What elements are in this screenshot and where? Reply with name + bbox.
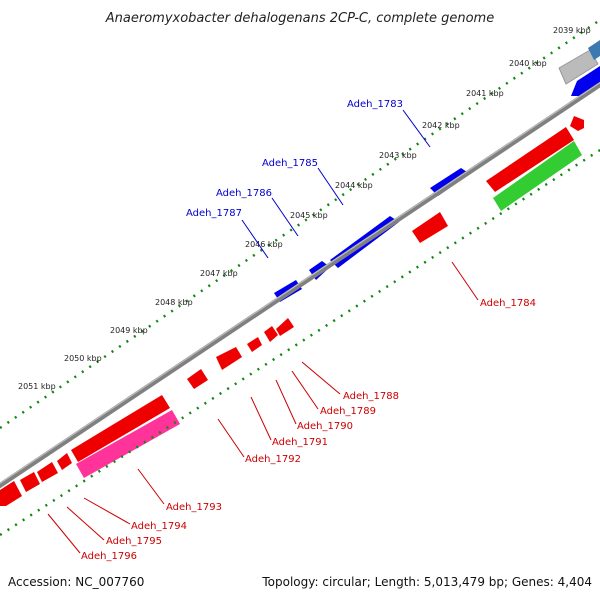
outer-ruler-line xyxy=(0,18,600,430)
gene-arrow[interactable] xyxy=(0,481,22,506)
tick-label: 2044 kbp xyxy=(335,181,373,190)
inner-ruler-line xyxy=(0,148,600,537)
leader-line xyxy=(241,219,269,259)
gene-label[interactable]: Adeh_1791 xyxy=(272,437,328,448)
gene-label[interactable]: Adeh_1793 xyxy=(166,502,222,513)
tick-label: 2051 kbp xyxy=(18,382,56,391)
tick-label: 2045 kbp xyxy=(290,211,328,220)
tick-label: 2040 kbp xyxy=(509,59,547,68)
gene-label[interactable]: Adeh_1790 xyxy=(297,421,353,432)
misc-feature[interactable] xyxy=(76,410,180,478)
outer-ruler: 2039 kbp 2040 kbp 2041 kbp 2042 kbp 2043… xyxy=(0,18,600,430)
tick-label: 2050 kbp xyxy=(64,354,102,363)
tick-label: 2049 kbp xyxy=(110,326,148,335)
gene-label[interactable]: Adeh_1787 xyxy=(186,208,242,219)
tick-label: 2041 kbp xyxy=(466,89,504,98)
leader-line xyxy=(217,418,245,458)
map-title: Anaeromyxobacter dehalogenans 2CP-C, com… xyxy=(105,11,494,26)
genome-backbone xyxy=(0,81,600,489)
gene-label[interactable]: Adeh_1794 xyxy=(131,521,187,532)
gene-label[interactable]: Adeh_1784 xyxy=(480,298,536,309)
leader-line xyxy=(451,261,479,301)
genome-backbone-highlight xyxy=(0,81,600,485)
tick-label: 2048 kbp xyxy=(155,298,193,307)
gene-label[interactable]: Adeh_1792 xyxy=(245,454,301,465)
tick-label: 2043 kbp xyxy=(379,151,417,160)
leader-line xyxy=(275,379,297,425)
gene-arrow[interactable] xyxy=(37,462,58,482)
gene-arrow[interactable] xyxy=(570,116,584,131)
gene-arrow[interactable] xyxy=(216,347,242,370)
gene-arrow[interactable] xyxy=(247,337,262,352)
gray-feature[interactable] xyxy=(558,49,599,85)
gene-label[interactable]: Adeh_1788 xyxy=(343,391,399,402)
leader-line xyxy=(250,396,272,441)
gene-label[interactable]: Adeh_1796 xyxy=(81,551,137,562)
leader-line xyxy=(317,167,344,206)
gene-label[interactable]: Adeh_1786 xyxy=(216,188,272,199)
tick-label: 2042 kbp xyxy=(422,121,460,130)
steel-feature[interactable] xyxy=(588,40,600,60)
gene-arrow[interactable] xyxy=(486,127,574,192)
leader-line xyxy=(291,370,319,410)
label-leaders xyxy=(47,109,479,554)
gene-label[interactable]: Adeh_1785 xyxy=(262,158,318,169)
gene-arrow[interactable] xyxy=(71,395,170,462)
leader-line xyxy=(83,497,131,525)
reverse-strand-genes xyxy=(0,116,584,506)
leader-line xyxy=(271,197,299,237)
tick-label: 2039 kbp xyxy=(553,26,591,35)
tick-label: 2046 kbp xyxy=(245,240,283,249)
topology-summary: Topology: circular; Length: 5,013,479 bp… xyxy=(261,575,592,589)
gene-arrow[interactable] xyxy=(20,472,40,492)
forward-strand-genes xyxy=(274,66,600,302)
gene-arrow[interactable] xyxy=(276,318,294,336)
accession-text: Accession: NC_007760 xyxy=(8,575,144,589)
gene-arrow[interactable] xyxy=(412,212,448,243)
gene-arrow[interactable] xyxy=(57,453,72,470)
gene-arrow[interactable] xyxy=(187,369,208,389)
rrna-feature[interactable] xyxy=(493,141,582,211)
tick-label: 2047 kbp xyxy=(200,269,238,278)
leader-line xyxy=(402,109,431,148)
gene-arrow[interactable] xyxy=(264,326,278,342)
gene-label[interactable]: Adeh_1783 xyxy=(347,99,403,110)
gene-label[interactable]: Adeh_1789 xyxy=(320,406,376,417)
leader-line xyxy=(137,468,165,505)
leader-line xyxy=(66,506,105,541)
leader-line xyxy=(301,361,341,395)
gene-label[interactable]: Adeh_1795 xyxy=(106,536,162,547)
leader-line xyxy=(47,513,81,554)
